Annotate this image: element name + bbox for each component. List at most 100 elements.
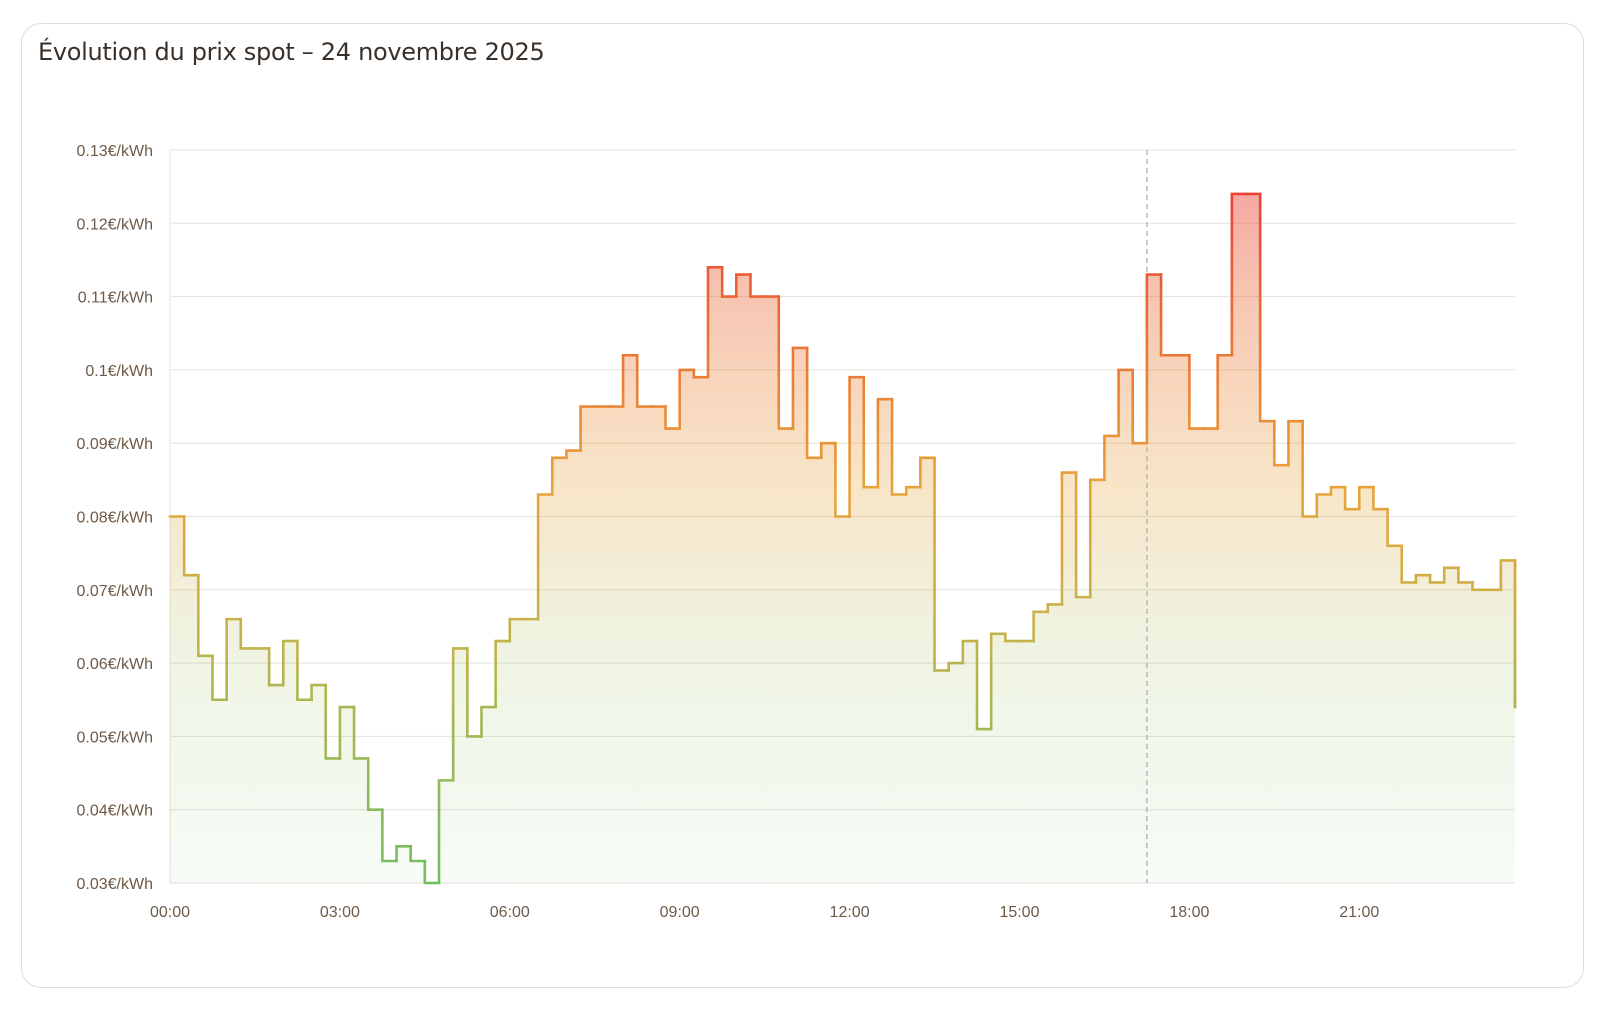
price-step bbox=[381, 808, 398, 863]
price-step bbox=[1046, 603, 1064, 614]
price-step bbox=[1159, 273, 1177, 357]
price-step bbox=[1188, 353, 1205, 430]
price-step bbox=[1343, 485, 1361, 511]
price-step bbox=[635, 353, 653, 408]
price-step bbox=[720, 265, 738, 298]
price-step bbox=[664, 405, 681, 430]
x-tick-label: 00:00 bbox=[150, 904, 190, 921]
price-step bbox=[1457, 566, 1474, 584]
price-step bbox=[437, 779, 455, 885]
price-step bbox=[1400, 544, 1418, 584]
price-step bbox=[1131, 368, 1149, 445]
price-step bbox=[678, 368, 696, 430]
price-step bbox=[1471, 581, 1488, 592]
price-step bbox=[1428, 573, 1446, 584]
y-tick-label: 0.12€/kWh bbox=[77, 216, 153, 233]
price-step bbox=[1145, 273, 1163, 445]
price-step bbox=[1315, 493, 1333, 518]
price-step bbox=[1499, 559, 1517, 592]
price-step bbox=[1287, 419, 1304, 467]
price-step bbox=[182, 515, 200, 577]
price-step bbox=[1004, 632, 1021, 643]
price-step bbox=[466, 647, 483, 738]
price-area bbox=[170, 193, 1515, 884]
price-line bbox=[168, 192, 1517, 885]
price-step bbox=[508, 617, 526, 643]
price-step bbox=[890, 397, 908, 496]
chart-title: Évolution du prix spot – 24 novembre 202… bbox=[38, 38, 545, 66]
price-step bbox=[338, 705, 356, 760]
price-step bbox=[366, 757, 384, 811]
x-tick-label: 12:00 bbox=[830, 904, 870, 921]
price-step bbox=[904, 485, 922, 496]
price-step bbox=[239, 617, 257, 650]
price-step bbox=[324, 683, 342, 760]
price-step bbox=[862, 375, 880, 489]
price-step bbox=[1301, 419, 1319, 518]
price-step bbox=[848, 375, 866, 518]
y-axis: 0.03€/kWh 0.04€/kWh 0.05€/kWh 0.06€/kWh 0.07… bbox=[77, 143, 153, 893]
price-step bbox=[1216, 353, 1234, 430]
y-tick-label: 0.06€/kWh bbox=[77, 656, 153, 673]
price-step bbox=[1103, 434, 1120, 482]
price-step bbox=[735, 273, 752, 298]
price-step bbox=[1273, 419, 1290, 467]
price-step bbox=[1329, 485, 1347, 496]
y-tick-label: 0.04€/kWh bbox=[77, 803, 153, 820]
x-axis: 00:00 03:00 06:00 09:00 12:00 15:00 18:00 21:00 bbox=[150, 904, 1379, 921]
x-tick-label: 15:00 bbox=[999, 904, 1039, 921]
price-step bbox=[1372, 485, 1389, 511]
price-step bbox=[621, 353, 639, 408]
price-step bbox=[1032, 610, 1050, 643]
price-step bbox=[1258, 192, 1276, 423]
price-step bbox=[480, 705, 497, 738]
price-step bbox=[451, 647, 469, 782]
price-step bbox=[919, 456, 936, 489]
price-step bbox=[834, 441, 851, 518]
price-step bbox=[423, 859, 441, 885]
price-step bbox=[1442, 566, 1460, 584]
price-step bbox=[933, 456, 950, 672]
y-tick-label: 0.07€/kWh bbox=[77, 583, 153, 600]
price-step bbox=[791, 346, 809, 430]
price-step bbox=[536, 493, 554, 621]
price-step bbox=[947, 661, 965, 672]
price-step bbox=[409, 845, 427, 863]
price-step bbox=[975, 639, 993, 731]
y-tick-label: 0.13€/kWh bbox=[77, 143, 153, 160]
price-step bbox=[310, 683, 328, 702]
price-step bbox=[961, 639, 979, 665]
price-step bbox=[876, 397, 894, 489]
price-step bbox=[579, 405, 597, 452]
price-step bbox=[706, 265, 724, 379]
y-tick-label: 0.11€/kWh bbox=[78, 290, 153, 307]
x-tick-label: 18:00 bbox=[1169, 904, 1209, 921]
price-step bbox=[352, 705, 370, 760]
price-step bbox=[395, 845, 412, 863]
y-tick-label: 0.03€/kWh bbox=[77, 876, 153, 893]
price-step bbox=[819, 441, 837, 460]
x-tick-label: 09:00 bbox=[660, 904, 700, 921]
price-step bbox=[1414, 573, 1432, 584]
price-step bbox=[267, 647, 285, 687]
price-step bbox=[1060, 471, 1078, 606]
price-step bbox=[1088, 478, 1106, 599]
price-step bbox=[1357, 485, 1375, 511]
price-step bbox=[211, 654, 228, 702]
price-step bbox=[1074, 471, 1092, 599]
price-step bbox=[1230, 192, 1248, 357]
price-step bbox=[805, 346, 823, 460]
price-step bbox=[1117, 368, 1135, 438]
y-tick-label: 0.08€/kWh bbox=[77, 510, 153, 527]
price-step bbox=[692, 368, 710, 379]
price-step bbox=[749, 273, 766, 298]
price-step bbox=[494, 639, 512, 709]
price-step bbox=[281, 639, 299, 687]
price-step bbox=[1386, 507, 1404, 548]
y-tick-label: 0.05€/kWh bbox=[77, 729, 153, 746]
price-step bbox=[550, 456, 568, 496]
y-tick-label: 0.09€/kWh bbox=[77, 436, 153, 453]
price-step bbox=[777, 295, 795, 430]
price-step bbox=[296, 639, 313, 702]
